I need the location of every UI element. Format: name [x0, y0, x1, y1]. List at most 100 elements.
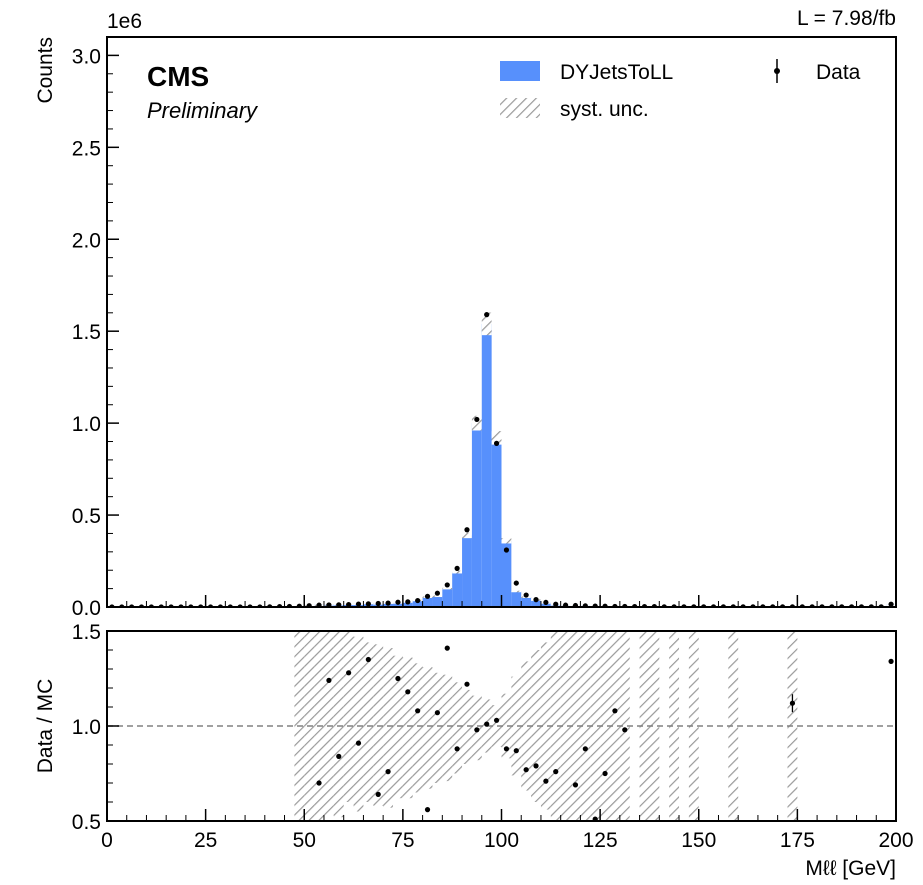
mc-bar [422, 596, 433, 607]
legend-unc-swatch [500, 98, 540, 118]
ratio-panel: 0 25 50 75 100 125 150 175 200 0.5 1.0 1.5 Data / M… [34, 621, 914, 880]
x-axis-title: Mℓℓ [GeV] [805, 857, 896, 880]
ratio-unc-band [501, 693, 512, 759]
ratio-point [385, 769, 391, 775]
x-tick-label: 50 [293, 829, 316, 852]
main-y-tick-label: 0.5 [72, 505, 101, 528]
data-point [503, 547, 510, 553]
ratio-unc-band [452, 682, 463, 774]
main-y-axis-title: Counts [34, 37, 57, 104]
x-tick-label: 175 [780, 829, 815, 852]
lumi-label: L = 7.98/fb [797, 7, 896, 30]
ratio-unc-band [353, 636, 364, 812]
ratio-point [474, 727, 480, 733]
mc-bar [452, 572, 463, 607]
main-y-tick-label: 2.0 [72, 229, 101, 252]
data-point [336, 602, 342, 607]
ratio-point [355, 740, 362, 746]
main-ticks: 0.0 0.5 1.0 1.5 2.0 2.5 3.0 [72, 45, 897, 620]
ratio-point [434, 710, 440, 716]
data-point [365, 601, 371, 607]
mc-bar [462, 535, 472, 607]
ratio-unc-band [590, 631, 601, 821]
mc-bar [412, 600, 423, 607]
ratio-unc-band [333, 631, 344, 818]
ratio-unc-band [609, 631, 620, 821]
data-point [523, 592, 529, 598]
ratio-point [592, 816, 598, 821]
data-point [553, 601, 559, 607]
syst-unc-hatch [432, 595, 443, 598]
ratio-point [424, 807, 431, 813]
data-point [513, 580, 519, 586]
syst-unc-hatch [442, 587, 453, 590]
data-point [316, 602, 322, 607]
ratio-unc-band [462, 689, 472, 764]
data-point [405, 599, 411, 605]
ratio-point [346, 670, 352, 676]
x-tick-label: 0 [101, 829, 113, 852]
ratio-unc-band [393, 655, 403, 799]
data-point [572, 602, 579, 607]
data-point [424, 593, 431, 599]
ratio-unc-band [323, 631, 334, 816]
ratio-unc-band [343, 631, 354, 802]
ratio-y-axis-title: Data / MC [34, 679, 57, 774]
data-point [474, 416, 480, 423]
ratio-point [789, 700, 796, 706]
main-y-tick-label: 2.5 [72, 137, 101, 160]
syst-unc-hatch [481, 312, 492, 336]
ratio-point [444, 645, 450, 651]
syst-unc-hatch [452, 570, 463, 574]
ratio-point [484, 721, 490, 727]
data-point [326, 602, 332, 607]
mc-bar [432, 595, 443, 607]
cms-label: CMS [147, 61, 209, 92]
ratio-point [888, 658, 894, 665]
data-point [888, 601, 894, 607]
ratio-unc-band [442, 674, 453, 782]
data-point [434, 590, 440, 596]
data-point [415, 597, 421, 604]
legend-mc-swatch [500, 61, 540, 81]
x-tick-label: 75 [391, 829, 414, 852]
legend: DYJetsToLL syst. unc. Data [500, 59, 861, 121]
ratio-point [523, 767, 529, 773]
ratio-unc-band [688, 631, 699, 821]
legend-data-label: Data [816, 61, 861, 84]
data-point [375, 600, 381, 607]
ratio-unc-band [402, 657, 413, 799]
legend-data-marker [774, 68, 780, 74]
ratio-y-tick-label: 0.5 [72, 811, 101, 834]
main-plot-area [109, 312, 896, 607]
ratio-unc-band [531, 650, 541, 802]
y-scale-multiplier: 1e6 [107, 10, 142, 33]
legend-unc-label: syst. unc. [560, 98, 649, 121]
data-point [563, 602, 569, 607]
ratio-unc-band [570, 631, 581, 821]
ratio-point [513, 748, 519, 754]
mc-bar [501, 540, 512, 607]
ratio-ticks: 0 25 50 75 100 125 150 175 200 0.5 1.0 1.5 [72, 621, 914, 852]
ratio-point [602, 770, 608, 777]
ratio-point [316, 780, 322, 786]
ratio-point [543, 778, 549, 784]
mc-bar [481, 323, 492, 607]
ratio-unc-band [432, 672, 443, 783]
ratio-unc-band [511, 676, 522, 776]
ratio-unc-band [412, 663, 423, 793]
ratio-plot-area [107, 631, 896, 821]
syst-unc-hatch [511, 590, 522, 593]
data-point [385, 600, 391, 606]
syst-unc-hatch [462, 532, 472, 539]
data-point [543, 599, 549, 606]
mc-bar [511, 591, 522, 607]
ratio-unc-band [363, 642, 374, 802]
data-point [493, 440, 500, 446]
mc-bar [442, 588, 453, 607]
ratio-unc-band [639, 631, 650, 821]
x-tick-label: 150 [681, 829, 716, 852]
ratio-unc-band [580, 631, 591, 821]
main-y-tick-label: 1.5 [72, 321, 101, 344]
